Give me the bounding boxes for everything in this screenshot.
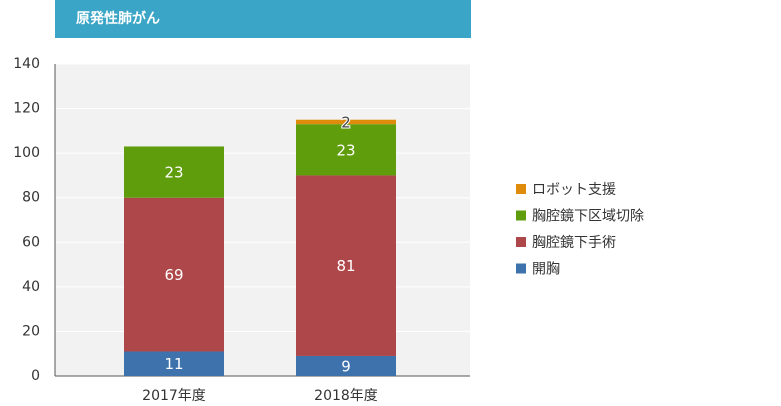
bar-segment: [296, 124, 396, 176]
legend-label: 胸腔鏡下区域切除: [532, 209, 644, 225]
y-tick-label: 20: [22, 323, 40, 339]
y-tick-label: 0: [31, 368, 40, 384]
value-label: 2: [341, 113, 351, 131]
x-tick-label: 2018年度: [314, 388, 378, 404]
y-tick-label: 80: [22, 190, 40, 206]
y-tick-label: 140: [13, 56, 40, 72]
bar-segment: [124, 197, 224, 352]
legend-swatch: [516, 184, 526, 194]
bar-segment: [124, 146, 224, 198]
bar-segment: [296, 355, 396, 376]
y-tick-label: 100: [13, 145, 40, 161]
bar-segment: [296, 119, 396, 125]
value-label: 23: [336, 141, 355, 159]
value-label: 9: [341, 357, 351, 375]
value-label: 81: [336, 257, 355, 275]
chart-title: 原発性肺がん: [76, 10, 160, 27]
legend-swatch: [516, 210, 526, 221]
value-label: 11: [164, 355, 183, 373]
legend-label: 開胸: [532, 262, 560, 278]
legend-swatch: [516, 237, 526, 247]
legend-label: ロボット支援: [532, 182, 616, 198]
bar-segment: [124, 351, 224, 376]
value-label: 69: [164, 266, 183, 284]
y-tick-label: 40: [22, 279, 40, 295]
bar-segment: [296, 175, 396, 356]
title-bar: [55, 0, 471, 38]
x-tick-label: 2017年度: [142, 388, 206, 404]
value-label: 23: [164, 164, 183, 182]
y-tick-label: 120: [13, 101, 40, 117]
y-tick-label: 60: [22, 234, 40, 250]
legend-swatch: [516, 263, 526, 274]
legend-label: 胸腔鏡下手術: [532, 235, 616, 251]
plot-area: [55, 64, 470, 376]
